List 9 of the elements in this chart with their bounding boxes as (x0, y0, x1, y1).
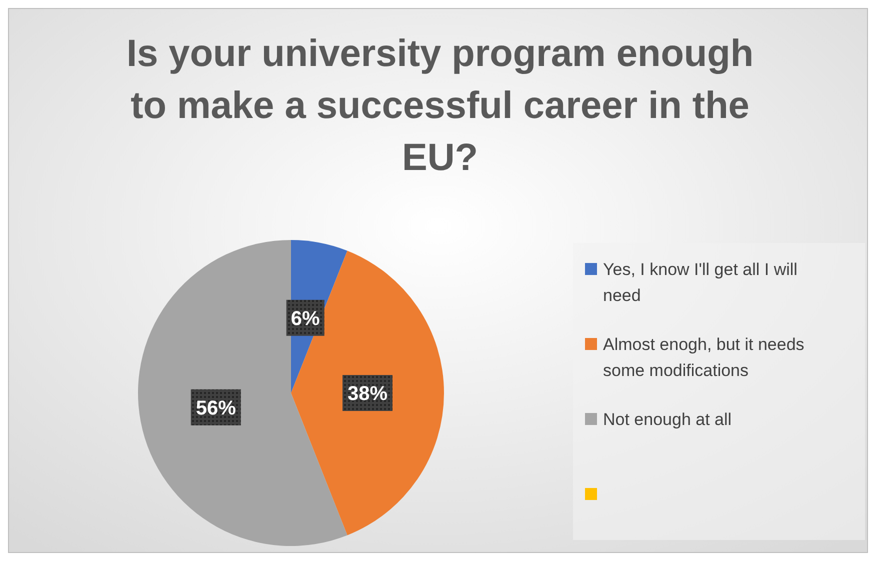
data-label: 56% (196, 397, 236, 420)
pie-slice (138, 240, 348, 546)
legend-label: Not enough at all (603, 410, 732, 429)
legend-label: Almost enogh, but it needs some modifications (603, 335, 804, 380)
chart-title: Is your university program enough to make a successful career in the EU? (126, 33, 754, 179)
legend-label: Yes, I know I'll get all I will need (603, 260, 798, 305)
data-label: 38% (347, 383, 388, 405)
pie-slice (291, 250, 444, 536)
data-label: 6% (290, 308, 320, 330)
